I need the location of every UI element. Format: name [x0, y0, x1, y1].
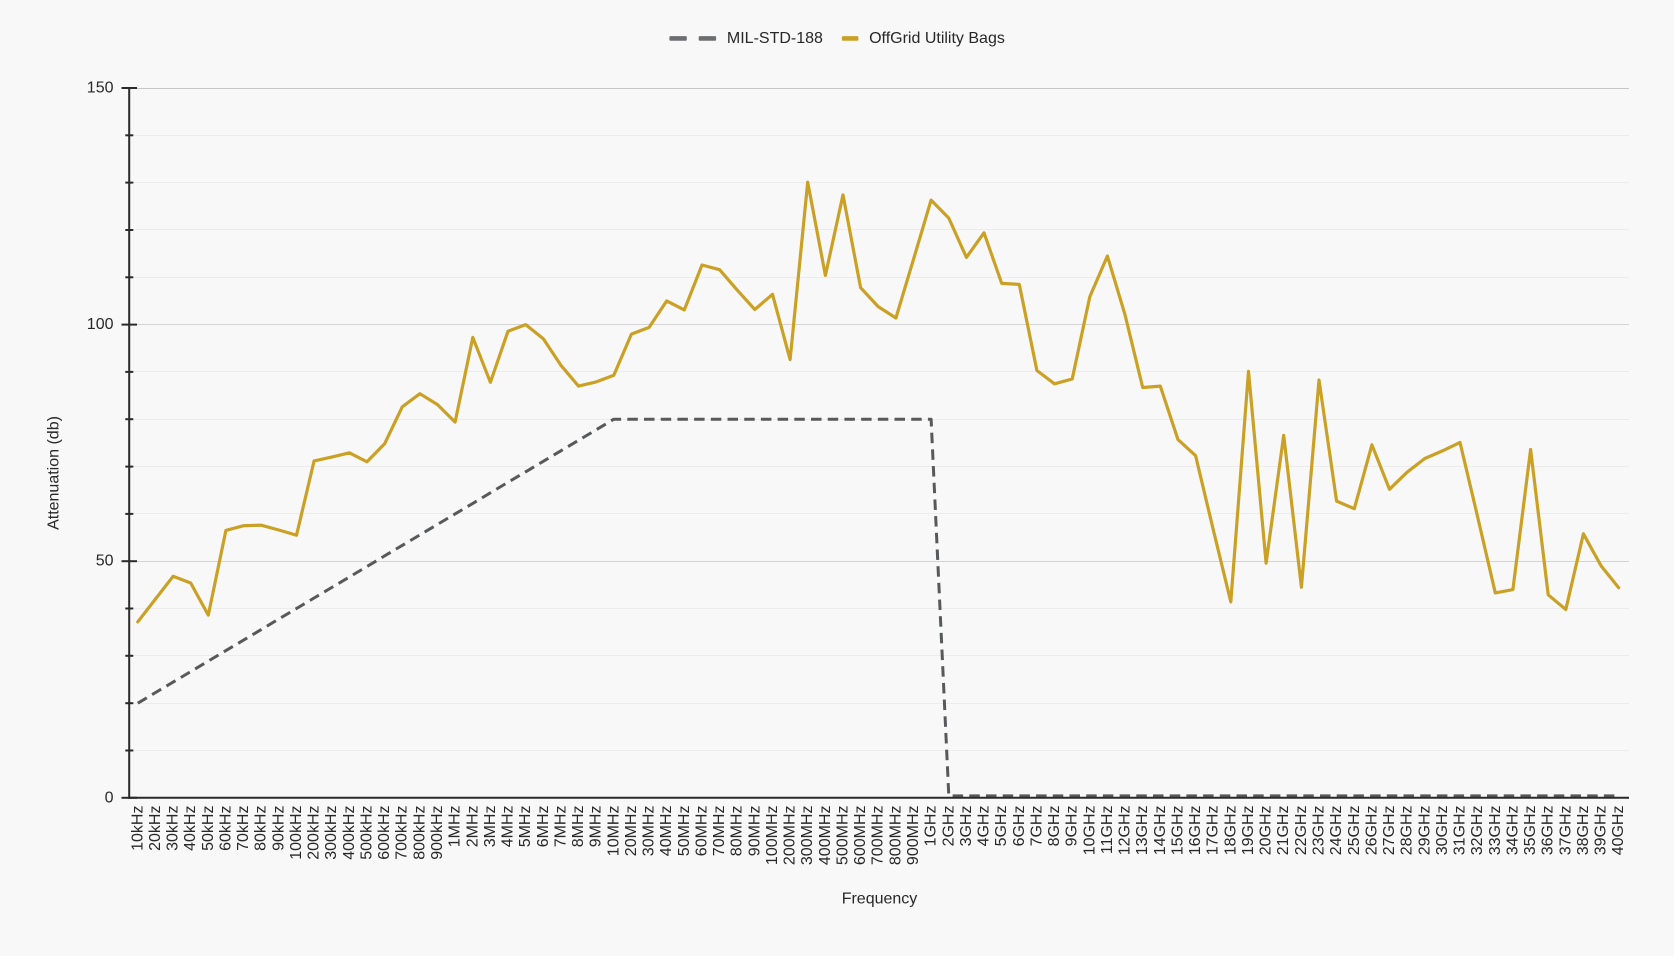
- svg-text:35GHz: 35GHz: [1522, 806, 1539, 856]
- svg-text:800MHz: 800MHz: [887, 806, 904, 866]
- svg-text:5GHz: 5GHz: [993, 805, 1010, 846]
- svg-text:13GHz: 13GHz: [1134, 806, 1151, 856]
- svg-text:2MHz: 2MHz: [464, 806, 481, 848]
- svg-text:27GHz: 27GHz: [1381, 806, 1398, 856]
- svg-text:33GHz: 33GHz: [1487, 806, 1504, 856]
- svg-text:19GHz: 19GHz: [1240, 806, 1257, 856]
- svg-text:14GHz: 14GHz: [1152, 806, 1169, 856]
- svg-text:300MHz: 300MHz: [799, 806, 816, 866]
- svg-text:50kHz: 50kHz: [200, 806, 217, 851]
- svg-text:2GHz: 2GHz: [940, 806, 957, 847]
- svg-text:1MHz: 1MHz: [447, 806, 464, 848]
- svg-text:80MHz: 80MHz: [729, 806, 746, 857]
- svg-text:50: 50: [96, 553, 114, 570]
- svg-text:38GHz: 38GHz: [1575, 806, 1592, 856]
- svg-text:700MHz: 700MHz: [870, 806, 887, 866]
- svg-text:28GHz: 28GHz: [1399, 806, 1416, 856]
- svg-text:500kHz: 500kHz: [359, 806, 376, 860]
- svg-text:3MHz: 3MHz: [482, 806, 499, 848]
- svg-text:400MHz: 400MHz: [817, 806, 834, 866]
- svg-text:8MHz: 8MHz: [570, 806, 587, 848]
- svg-text:11GHz: 11GHz: [1099, 806, 1116, 855]
- svg-text:5MHz: 5MHz: [517, 806, 534, 848]
- svg-text:1GHz: 1GHz: [923, 806, 940, 847]
- svg-text:300kHz: 300kHz: [323, 806, 340, 860]
- svg-text:MIL-STD-188: MIL-STD-188: [727, 30, 823, 47]
- svg-text:400kHz: 400kHz: [341, 806, 358, 860]
- svg-text:80kHz: 80kHz: [253, 806, 270, 851]
- svg-text:0: 0: [105, 789, 114, 806]
- svg-text:32GHz: 32GHz: [1469, 806, 1486, 856]
- svg-text:26GHz: 26GHz: [1363, 806, 1380, 856]
- svg-text:36GHz: 36GHz: [1540, 806, 1557, 856]
- svg-text:60MHz: 60MHz: [694, 806, 711, 857]
- svg-text:500MHz: 500MHz: [835, 806, 852, 866]
- svg-text:10MHz: 10MHz: [605, 806, 622, 857]
- svg-text:70kHz: 70kHz: [235, 806, 252, 851]
- svg-text:8GHz: 8GHz: [1046, 806, 1063, 847]
- svg-text:3GHz: 3GHz: [958, 806, 975, 847]
- svg-text:50MHz: 50MHz: [676, 806, 693, 857]
- svg-text:30kHz: 30kHz: [165, 806, 182, 851]
- svg-text:900MHz: 900MHz: [905, 806, 922, 866]
- svg-text:600MHz: 600MHz: [852, 806, 869, 866]
- svg-text:37GHz: 37GHz: [1557, 806, 1574, 856]
- svg-text:40kHz: 40kHz: [182, 806, 199, 851]
- svg-text:23GHz: 23GHz: [1311, 806, 1328, 856]
- svg-text:18GHz: 18GHz: [1222, 806, 1239, 856]
- svg-text:21GHz: 21GHz: [1275, 806, 1292, 856]
- svg-text:7MHz: 7MHz: [552, 806, 569, 848]
- svg-text:9MHz: 9MHz: [588, 806, 605, 848]
- svg-text:40GHz: 40GHz: [1610, 806, 1627, 856]
- svg-text:31GHz: 31GHz: [1452, 806, 1469, 856]
- svg-text:100: 100: [87, 316, 114, 333]
- svg-text:60kHz: 60kHz: [217, 806, 234, 851]
- svg-text:900kHz: 900kHz: [429, 806, 446, 860]
- svg-text:600kHz: 600kHz: [376, 806, 393, 860]
- svg-text:6MHz: 6MHz: [535, 806, 552, 848]
- svg-text:90MHz: 90MHz: [746, 806, 763, 857]
- svg-text:100MHz: 100MHz: [764, 806, 781, 866]
- svg-text:200MHz: 200MHz: [782, 806, 799, 866]
- svg-text:15GHz: 15GHz: [1170, 806, 1187, 856]
- svg-text:200kHz: 200kHz: [306, 806, 323, 860]
- svg-text:700kHz: 700kHz: [394, 806, 411, 860]
- svg-text:12GHz: 12GHz: [1117, 806, 1134, 856]
- svg-text:90kHz: 90kHz: [270, 806, 287, 851]
- svg-text:20kHz: 20kHz: [147, 806, 164, 851]
- svg-text:22GHz: 22GHz: [1293, 806, 1310, 856]
- svg-text:4MHz: 4MHz: [500, 806, 517, 848]
- svg-text:Frequency: Frequency: [842, 891, 918, 908]
- svg-text:39GHz: 39GHz: [1593, 806, 1610, 856]
- svg-text:17GHz: 17GHz: [1205, 806, 1222, 856]
- svg-text:20MHz: 20MHz: [623, 806, 640, 857]
- svg-text:24GHz: 24GHz: [1328, 806, 1345, 856]
- svg-text:30MHz: 30MHz: [641, 806, 658, 857]
- svg-text:4GHz: 4GHz: [976, 806, 993, 847]
- svg-text:10kHz: 10kHz: [129, 806, 146, 851]
- svg-text:150: 150: [87, 80, 114, 97]
- svg-text:40MHz: 40MHz: [658, 806, 675, 857]
- svg-text:100kHz: 100kHz: [288, 806, 305, 860]
- svg-text:70MHz: 70MHz: [711, 806, 728, 857]
- svg-text:29GHz: 29GHz: [1416, 806, 1433, 856]
- svg-text:30GHz: 30GHz: [1434, 806, 1451, 856]
- svg-text:34GHz: 34GHz: [1504, 806, 1521, 856]
- svg-text:9GHz: 9GHz: [1064, 806, 1081, 847]
- svg-text:10GHz: 10GHz: [1081, 806, 1098, 856]
- svg-text:7GHz: 7GHz: [1028, 806, 1045, 847]
- svg-text:800kHz: 800kHz: [411, 806, 428, 860]
- svg-text:Attenuation (db): Attenuation (db): [46, 416, 63, 530]
- svg-text:6GHz: 6GHz: [1011, 806, 1028, 847]
- svg-text:16GHz: 16GHz: [1187, 806, 1204, 856]
- svg-text:20GHz: 20GHz: [1258, 806, 1275, 856]
- svg-text:25GHz: 25GHz: [1346, 806, 1363, 856]
- svg-text:OffGrid Utility Bags: OffGrid Utility Bags: [869, 30, 1005, 47]
